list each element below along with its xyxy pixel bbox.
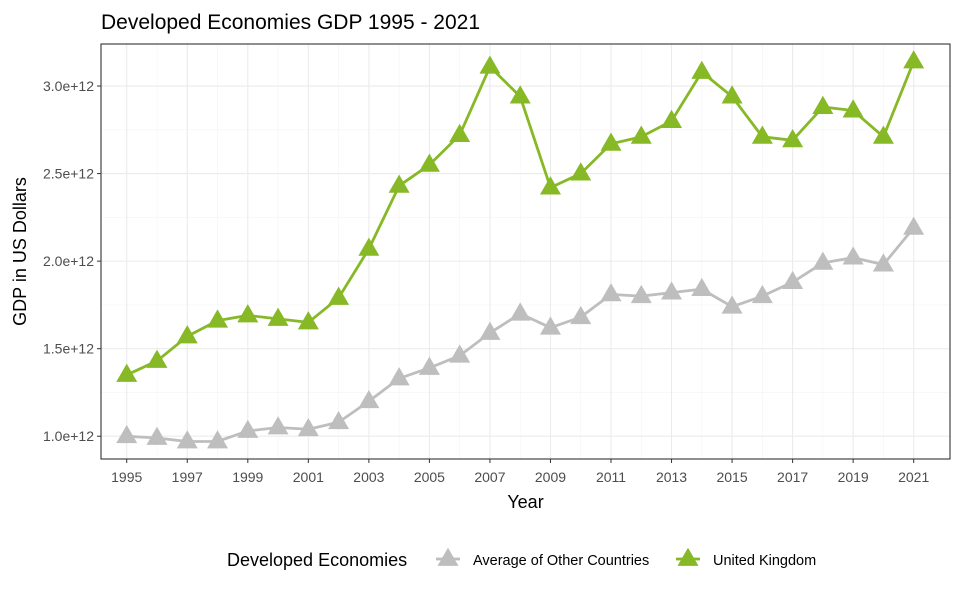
data-point — [449, 344, 471, 363]
y-axis: 1.0e+12 1.5e+12 2.0e+12 2.5e+12 3.0e+12 — [43, 78, 101, 444]
data-point — [116, 363, 138, 382]
panel-border — [100, 43, 951, 460]
data-point — [388, 367, 410, 386]
series-1 — [116, 50, 925, 382]
x-tick-label: 2015 — [716, 469, 747, 485]
data-point — [328, 410, 350, 430]
legend-label: Average of Other Countries — [473, 553, 649, 569]
data-point — [509, 302, 531, 321]
x-tick-label: 2021 — [898, 469, 929, 485]
series-layer — [116, 50, 925, 449]
data-point — [751, 125, 773, 144]
x-tick-label: 2009 — [535, 469, 566, 485]
data-point — [207, 430, 229, 449]
y-tick-label: 2.0e+12 — [43, 253, 94, 269]
x-axis: 1995 1997 1999 2001 2003 2005 2007 2009 2011 2013… — [111, 459, 929, 485]
data-point — [116, 424, 138, 444]
data-point — [812, 251, 834, 270]
data-point — [328, 286, 350, 305]
x-tick-label: 1999 — [232, 469, 263, 485]
x-tick-label: 1995 — [111, 469, 142, 485]
data-point — [176, 325, 198, 344]
data-point — [721, 295, 743, 314]
legend-item: Average of Other Countries — [436, 547, 649, 569]
data-point — [812, 95, 834, 114]
grid-lines — [101, 44, 950, 459]
x-tick-label: 2005 — [414, 469, 445, 485]
data-point — [449, 123, 471, 142]
y-tick-label: 2.5e+12 — [43, 166, 94, 182]
y-tick-label: 1.0e+12 — [43, 428, 94, 444]
data-point — [691, 60, 713, 79]
legend-key-marker — [437, 547, 459, 566]
data-point — [782, 270, 804, 290]
data-point — [630, 284, 652, 304]
y-axis-title: GDP in US Dollars — [10, 177, 30, 326]
data-point — [721, 85, 743, 104]
chart-title: Developed Economies GDP 1995 - 2021 — [101, 11, 480, 34]
data-point — [751, 284, 773, 304]
legend-key-marker — [677, 547, 699, 566]
data-point — [479, 55, 501, 74]
data-point — [237, 304, 259, 323]
data-point — [630, 125, 652, 144]
legend: Developed Economies Average of Other Cou… — [227, 547, 816, 570]
y-tick-label: 1.5e+12 — [43, 341, 94, 357]
x-tick-label: 2017 — [777, 469, 808, 485]
legend-label: United Kingdom — [713, 553, 816, 569]
x-tick-label: 2003 — [353, 469, 384, 485]
data-point — [691, 277, 713, 297]
data-point — [358, 237, 380, 256]
x-tick-label: 2011 — [596, 469, 626, 485]
data-point — [539, 176, 561, 195]
data-point — [418, 356, 440, 375]
data-point — [903, 216, 925, 235]
x-tick-label: 2001 — [293, 469, 324, 485]
x-tick-label: 2019 — [838, 469, 869, 485]
legend-title: Developed Economies — [227, 550, 407, 570]
data-point — [297, 311, 319, 330]
data-point — [782, 129, 804, 148]
data-point — [176, 430, 198, 449]
data-point — [146, 349, 168, 368]
plot-panel — [100, 43, 951, 460]
data-point — [418, 153, 440, 172]
data-point — [872, 253, 894, 272]
x-axis-title: Year — [507, 492, 543, 512]
data-point — [903, 50, 925, 69]
data-point — [267, 416, 289, 435]
x-tick-label: 1997 — [172, 469, 203, 485]
data-point — [479, 321, 501, 340]
x-tick-label: 2007 — [474, 469, 505, 485]
data-point — [237, 419, 259, 438]
x-tick-label: 2013 — [656, 469, 687, 485]
data-point — [388, 174, 410, 193]
data-point — [358, 389, 380, 409]
data-point — [661, 109, 683, 128]
legend-item: United Kingdom — [676, 547, 816, 569]
data-point — [842, 99, 864, 118]
data-point — [600, 283, 622, 302]
data-point — [600, 132, 622, 151]
data-point — [146, 426, 168, 445]
data-point — [661, 281, 683, 300]
y-tick-label: 3.0e+12 — [43, 78, 94, 94]
data-point — [509, 85, 531, 104]
data-point — [842, 246, 864, 265]
data-point — [570, 162, 592, 181]
data-point — [297, 417, 319, 437]
data-point — [539, 316, 561, 335]
series-0 — [116, 216, 925, 449]
data-point — [570, 305, 592, 325]
data-point — [872, 125, 894, 144]
data-point — [207, 309, 229, 328]
data-point — [267, 307, 289, 326]
